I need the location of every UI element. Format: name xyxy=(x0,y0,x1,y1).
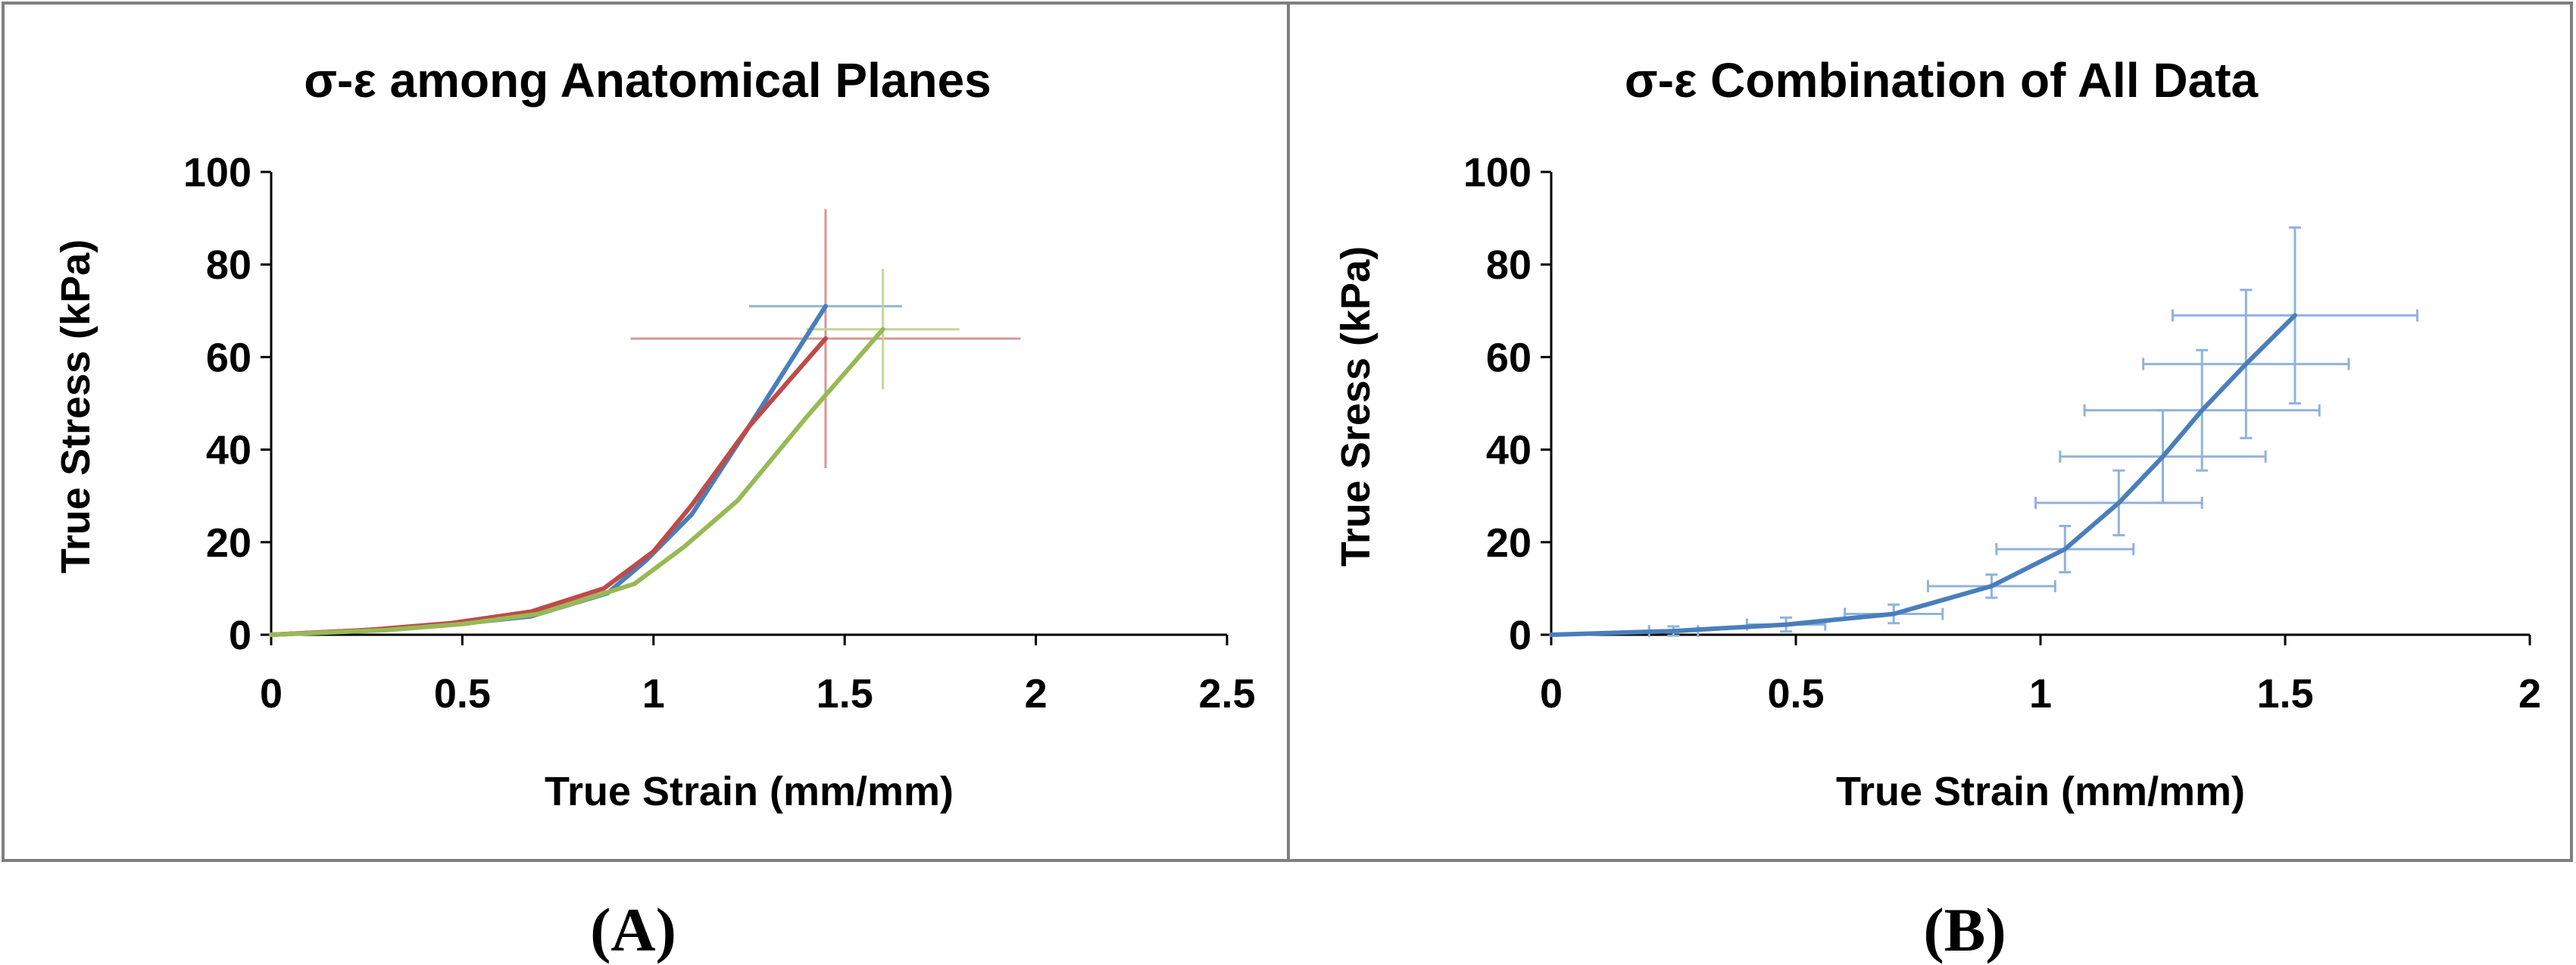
y-tick-label: 80 xyxy=(206,242,251,288)
chart-title: σ-ε among Anatomical Planes xyxy=(304,53,991,108)
panel-b-frame xyxy=(1287,2,2573,862)
panel-a-frame xyxy=(2,2,1290,862)
x-tick-label: 1 xyxy=(642,671,665,717)
y-tick-label: 20 xyxy=(1486,520,1532,566)
x-axis-label: True Strain (mm/mm) xyxy=(545,769,954,814)
x-tick-label: 2.5 xyxy=(1198,671,1255,717)
y-tick-label: 60 xyxy=(206,335,251,380)
y-axis-label: True Sress (kPa) xyxy=(1333,246,1379,567)
x-tick-label: 0.5 xyxy=(434,671,491,717)
x-axis-label: True Strain (mm/mm) xyxy=(1836,769,2245,814)
series-line-1 xyxy=(1549,313,2297,637)
y-tick-label: 100 xyxy=(183,150,251,195)
y-tick-label: 100 xyxy=(1463,150,1532,195)
y-tick-label: 20 xyxy=(206,520,251,566)
x-tick-label: 0 xyxy=(1540,671,1563,717)
x-tick-label: 1.5 xyxy=(2256,671,2313,717)
series-line-3 xyxy=(269,326,885,637)
y-tick-label: 40 xyxy=(206,428,251,473)
y-tick-label: 80 xyxy=(1486,242,1532,288)
x-tick-label: 0.5 xyxy=(1767,671,1824,717)
x-tick-label: 2 xyxy=(2518,671,2541,717)
x-tick-label: 1 xyxy=(2029,671,2052,717)
chart-b: σ-ε Combination of All Data0204060801000… xyxy=(1333,53,2541,814)
y-tick-label: 40 xyxy=(1486,428,1532,473)
x-tick-label: 0 xyxy=(260,671,283,717)
panel-a-label: (A) xyxy=(590,895,676,964)
chart-title: σ-ε Combination of All Data xyxy=(1625,53,2259,108)
y-axis-label: True Stress (kPa) xyxy=(53,239,98,573)
x-tick-label: 2 xyxy=(1025,671,1048,717)
x-tick-label: 1.5 xyxy=(817,671,873,717)
chart-a: σ-ε among Anatomical Planes0204060801000… xyxy=(53,53,1256,814)
y-tick-label: 0 xyxy=(229,613,251,658)
panel-b-label: (B) xyxy=(1923,895,2006,964)
y-tick-label: 0 xyxy=(1509,613,1532,658)
y-tick-label: 60 xyxy=(1486,335,1532,380)
